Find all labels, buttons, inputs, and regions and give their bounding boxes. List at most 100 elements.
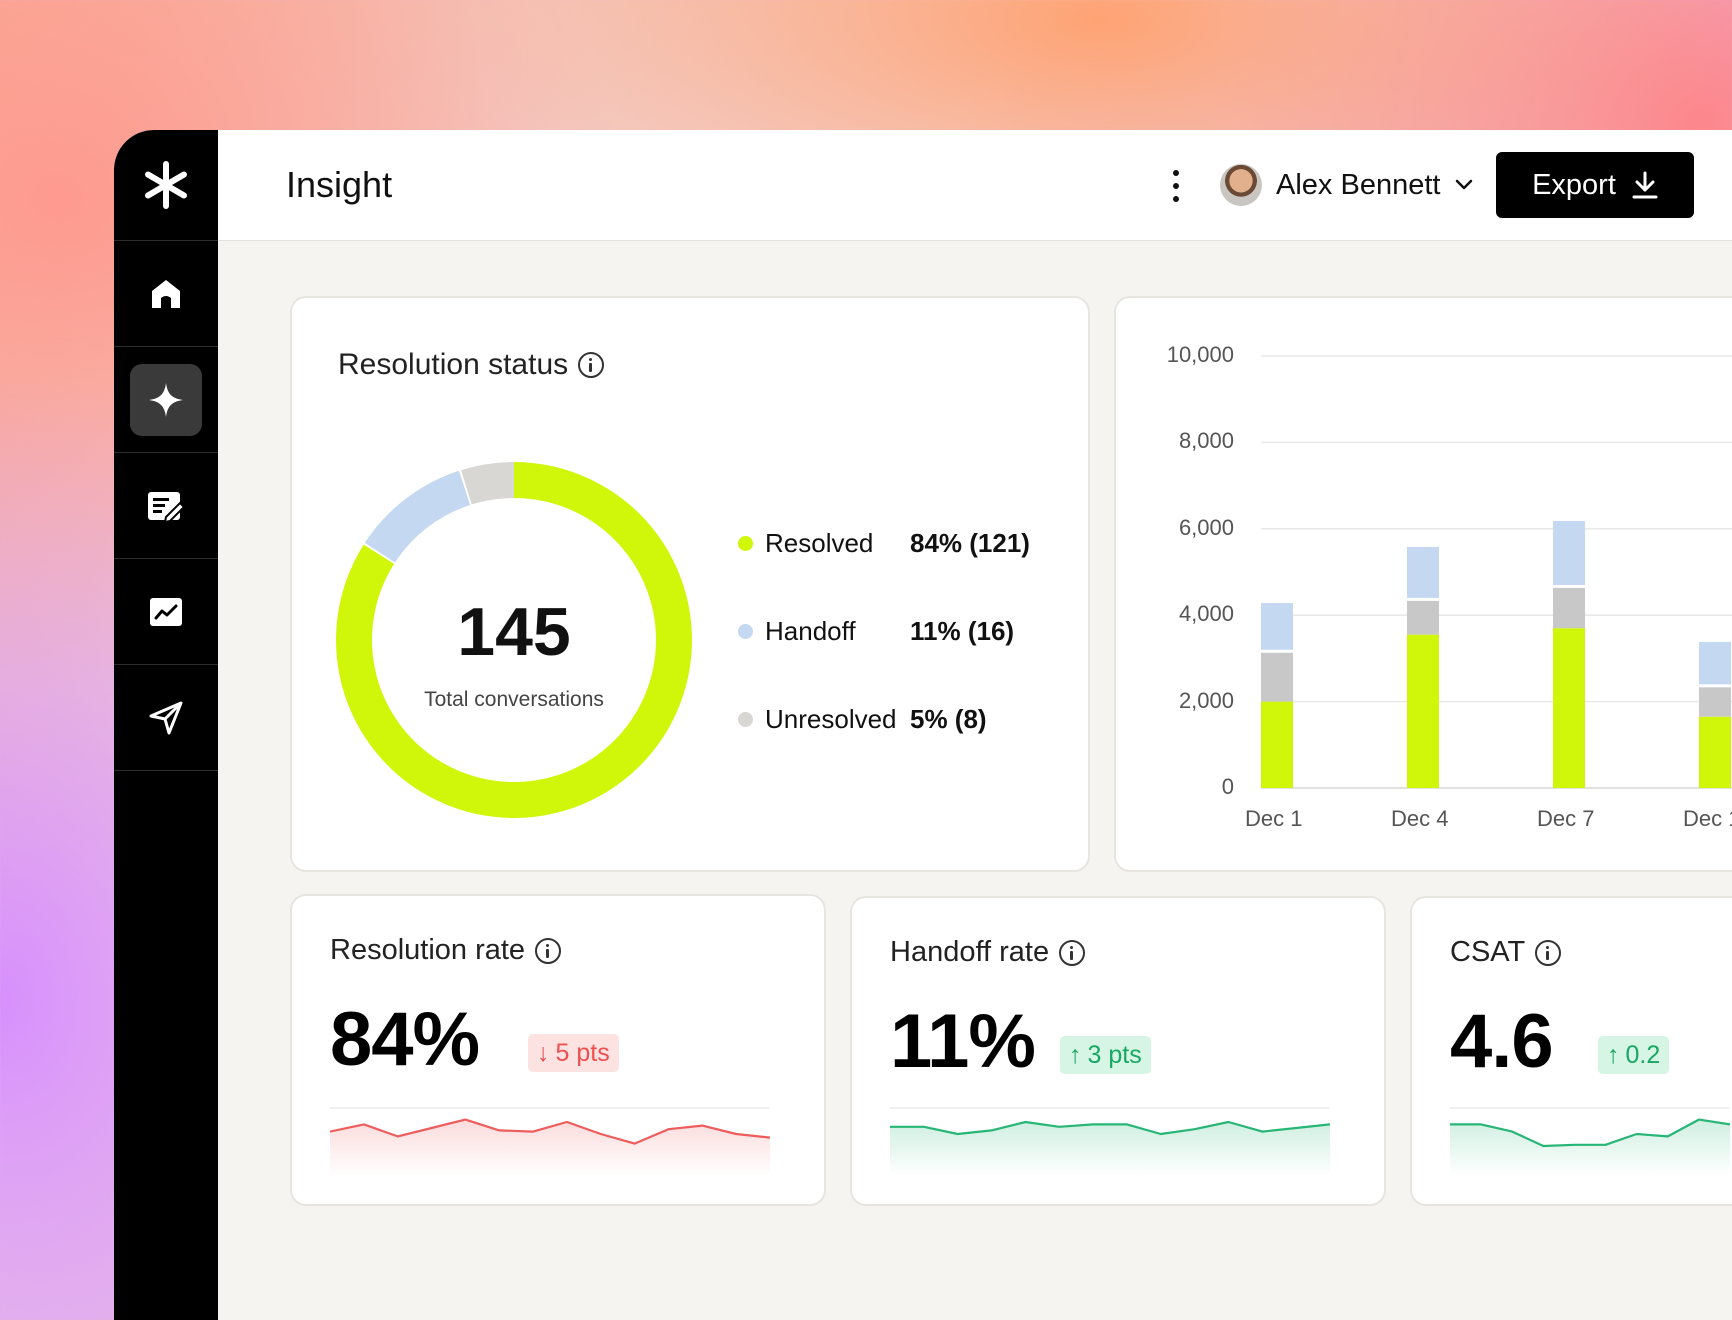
csat-title: CSAT [1450, 936, 1562, 969]
csat-sparkline [1450, 1107, 1730, 1176]
bar-chart: 0 2,000 4,000 6,000 8,000 10,000 Dec 1 Dec 4 Dec… [1116, 298, 1732, 874]
chart-icon [150, 597, 182, 626]
bar-segment[interactable] [1407, 634, 1439, 788]
sidebar-item-home[interactable] [114, 241, 218, 347]
sparkline-line [890, 1120, 1330, 1136]
sparkline-line [330, 1118, 770, 1145]
export-button[interactable]: Export [1496, 152, 1694, 218]
donut-slice-unresolved[interactable] [461, 462, 514, 505]
user-name: Alex Bennett [1276, 168, 1441, 201]
legend-item-unresolved: Unresolved 5% (8) [738, 704, 987, 735]
sparkline-area [330, 1119, 770, 1176]
info-icon[interactable] [578, 352, 605, 378]
resolution-rate-sparkline [330, 1107, 770, 1176]
bar-segment[interactable] [1699, 716, 1731, 788]
y-tick-label: 10,000 [1166, 342, 1234, 367]
handoff-rate-value: 11% [890, 999, 1036, 1084]
x-tick-label: Dec 4 [1391, 806, 1449, 831]
bar-segment[interactable] [1407, 546, 1439, 598]
info-icon[interactable] [1535, 939, 1562, 966]
sparkline-area [1450, 1119, 1730, 1176]
info-icon[interactable] [535, 937, 562, 964]
handoff-rate-delta: ↑ 3 pts [1060, 1036, 1151, 1074]
y-tick-label: 2,000 [1178, 687, 1234, 713]
legend-item-handoff: Handoff 11% (16) [738, 616, 1014, 647]
sidebar [114, 130, 218, 1320]
handoff-rate-sparkline [890, 1107, 1330, 1176]
info-icon[interactable] [1059, 939, 1086, 966]
resolution-rate-title-text: Resolution rate [330, 934, 526, 966]
legend-item-resolved: Resolved 84% (121) [738, 528, 1030, 559]
user-menu[interactable]: Alex Bennett [1220, 164, 1474, 206]
edit-list-icon [148, 491, 186, 523]
bar-segment[interactable] [1699, 687, 1731, 717]
handoff-rate-title: Handoff rate [890, 936, 1086, 969]
chevron-down-icon [1456, 179, 1473, 190]
bar-segment[interactable] [1261, 701, 1293, 788]
legend-value: 5% (8) [910, 704, 987, 734]
legend-label: Handoff [765, 616, 856, 646]
avatar [1220, 164, 1262, 206]
page-title: Insight [286, 164, 393, 205]
sparkline-line [1450, 1118, 1730, 1148]
csat-value: 4.6 [1450, 999, 1554, 1084]
csat-delta-text: 0.2 [1625, 1040, 1661, 1069]
resolution-status-card: Resolution status 145 Total conversation… [290, 296, 1090, 872]
topbar: Insight Alex Bennett Export [218, 130, 1732, 241]
bar-segment[interactable] [1261, 652, 1293, 702]
send-icon [149, 701, 183, 734]
sidebar-item-insight-button[interactable] [130, 363, 202, 436]
bar-segment[interactable] [1553, 521, 1585, 585]
resolution-rate-delta-text: 5 pts [555, 1038, 610, 1067]
donut-slice-handoff[interactable] [364, 470, 471, 563]
bar-segment[interactable] [1699, 641, 1731, 685]
bar-chart-svg [1261, 355, 1732, 789]
legend-value: 11% (16) [910, 616, 1015, 646]
legend-label: Resolved [765, 528, 874, 558]
resolution-rate-card: Resolution rate 84% ↓ 5 pts [290, 894, 826, 1206]
sidebar-logo[interactable] [114, 130, 218, 241]
more-options-icon[interactable] [1166, 168, 1186, 204]
resolution-rate-value: 84% [330, 997, 480, 1082]
home-icon [152, 279, 180, 308]
resolution-status-title: Resolution status [338, 348, 605, 382]
arrow-up-icon: ↑ [1607, 1040, 1620, 1069]
sidebar-item-content[interactable] [114, 453, 218, 559]
bar-segment[interactable] [1407, 600, 1439, 635]
donut-total: 145 [457, 594, 570, 670]
x-tick-label: Dec 1 [1245, 806, 1303, 831]
legend-value: 84% (121) [910, 528, 1030, 558]
sparkline-area [890, 1122, 1330, 1176]
volume-chart-card: 0 2,000 4,000 6,000 8,000 10,000 Dec 1 Dec 4 Dec… [1114, 296, 1732, 872]
y-tick-label: 0 [1221, 774, 1234, 799]
download-icon [1632, 171, 1658, 199]
csat-delta: ↑ 0.2 [1598, 1036, 1670, 1074]
y-tick-label: 8,000 [1178, 428, 1234, 454]
bar-segment[interactable] [1261, 603, 1293, 650]
bar-segment[interactable] [1553, 587, 1585, 629]
sidebar-item-insight[interactable] [114, 347, 218, 453]
sidebar-item-outbound[interactable] [114, 665, 218, 771]
resolution-status-title-text: Resolution status [338, 348, 569, 381]
handoff-rate-title-text: Handoff rate [890, 936, 1050, 968]
resolution-rate-title: Resolution rate [330, 934, 562, 967]
sidebar-item-reports[interactable] [114, 559, 218, 665]
donut-total-label: Total conversations [424, 688, 604, 711]
legend-dot [738, 536, 753, 551]
csat-card: CSAT 4.6 ↑ 0.2 [1410, 896, 1732, 1206]
legend-label: Unresolved [765, 704, 897, 734]
export-label: Export [1532, 168, 1616, 201]
asterisk-logo-icon [140, 159, 192, 211]
x-tick-label: Dec 1 [1683, 806, 1732, 831]
donut-chart: 145 Total conversations [336, 462, 692, 818]
y-tick-label: 4,000 [1178, 601, 1234, 627]
handoff-rate-delta-text: 3 pts [1087, 1040, 1142, 1069]
legend-dot [738, 624, 753, 639]
bar-segment[interactable] [1553, 628, 1585, 788]
legend-dot [738, 712, 753, 727]
resolution-rate-delta: ↓ 5 pts [528, 1034, 619, 1072]
y-tick-label: 6,000 [1178, 514, 1234, 540]
arrow-up-icon: ↑ [1069, 1040, 1082, 1069]
arrow-down-icon: ↓ [537, 1038, 550, 1067]
handoff-rate-card: Handoff rate 11% ↑ 3 pts [850, 896, 1386, 1206]
